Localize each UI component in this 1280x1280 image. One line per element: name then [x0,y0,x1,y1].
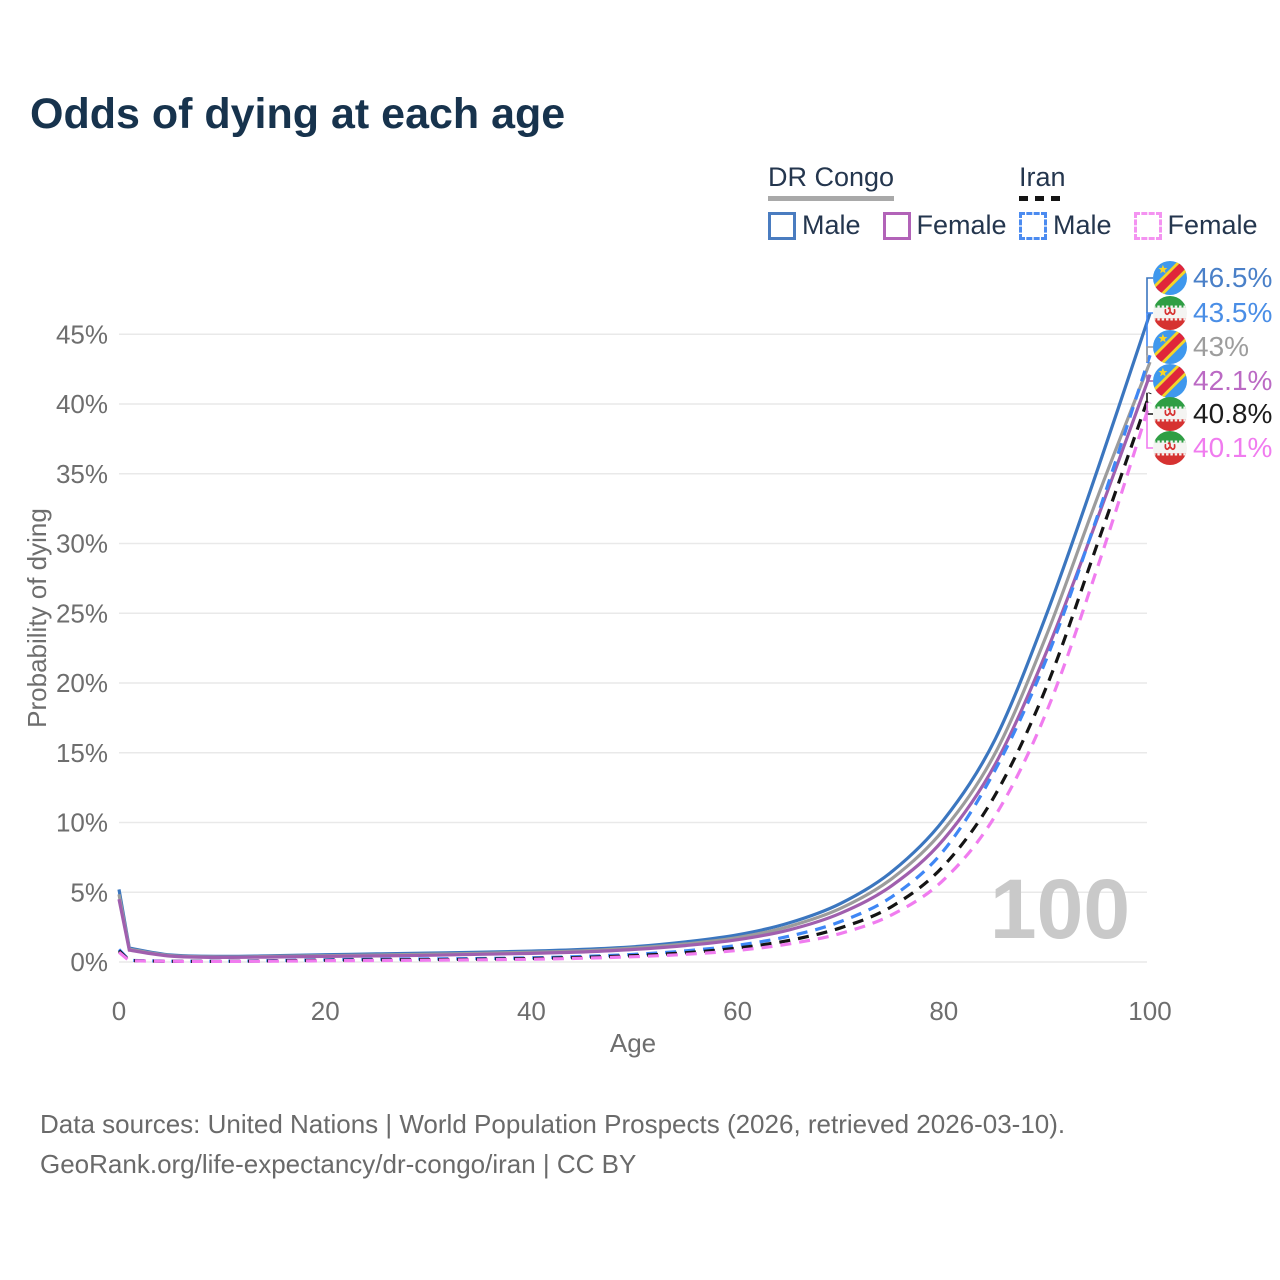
x-tick-label: 100 [1128,996,1171,1026]
legend-line-style-sample [768,196,895,201]
x-axis-title: Age [610,1028,656,1058]
x-tick-label: 80 [929,996,958,1026]
series-line-iran-male [117,354,1152,963]
y-tick-label: 15% [56,738,108,768]
footer: Data sources: United Nations | World Pop… [40,1104,1065,1184]
x-tick-label: 60 [723,996,752,1026]
age-indicator-watermark: 100 [990,862,1130,956]
label-connector-dr-congo-male [1146,277,1153,314]
legend-item-iran-female[interactable]: Female [1133,210,1258,241]
series-line-iran-female [117,402,1152,964]
y-tick-label: 40% [56,389,108,419]
legend-item-label: Male [802,210,861,240]
legend-item-label: Female [1167,210,1258,240]
series-line-dr-congo-female [117,374,1152,960]
y-tick-label: 20% [56,668,108,698]
x-tick-label: 40 [517,996,546,1026]
y-tick-label: 30% [56,529,108,559]
label-connector-dr-congo-female [1146,374,1153,382]
y-tick-label: 35% [56,459,108,489]
y-tick-label: 45% [56,319,108,349]
legend-swatch-iran-male[interactable] [1019,211,1047,240]
chart-title: Odds of dying at each age [30,90,566,138]
legend-country-label: DR Congo [768,162,895,201]
y-tick-label: 10% [56,808,108,838]
series-line-dr-congo-male [117,312,1152,959]
footer-sources-line: Data sources: United Nations | World Pop… [40,1109,1066,1139]
legend: DR Congo Male Female Iran Male Female [0,0,1280,250]
legend-line-style-sample [1019,196,1066,201]
x-tick-label: 0 [112,996,126,1026]
label-connector-iran-male [1146,312,1153,356]
legend-swatch-dr-congo-male[interactable] [768,211,796,240]
legend-item-dr-congo-female[interactable]: Female [882,210,1007,241]
legend-swatch-dr-congo-female[interactable] [882,211,911,240]
y-tick-label: 25% [56,598,108,628]
y-tick-label: 5% [70,877,108,907]
label-connector-dr-congo-all [1146,346,1153,363]
y-axis-title: Probability of dying [22,508,52,728]
label-connector-iran-female [1146,402,1153,449]
y-tick-label: 0% [70,947,108,977]
legend-item-label: Male [1053,210,1112,240]
legend-group-dr-congo: DR Congo Male Female [768,162,1029,241]
legend-country-label: Iran [1019,162,1066,201]
legend-group-iran: Iran Male Female [1019,162,1280,241]
footer-attribution-line: GeoRank.org/life-expectancy/dr-congo/ira… [40,1149,637,1179]
x-tick-label: 20 [311,996,340,1026]
legend-swatch-iran-female[interactable] [1133,211,1162,240]
legend-item-iran-male[interactable]: Male [1019,210,1112,241]
legend-item-label: Female [916,210,1007,240]
legend-item-dr-congo-male[interactable]: Male [768,210,861,241]
